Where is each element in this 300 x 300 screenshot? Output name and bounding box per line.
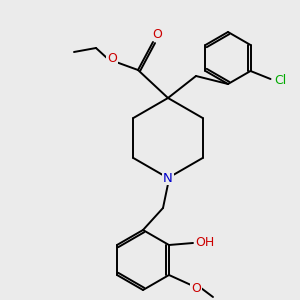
Text: O: O [107, 52, 117, 65]
Text: N: N [163, 172, 173, 184]
Text: OH: OH [195, 236, 214, 250]
Text: O: O [191, 281, 201, 295]
Text: Cl: Cl [274, 74, 286, 88]
Text: O: O [152, 28, 162, 40]
